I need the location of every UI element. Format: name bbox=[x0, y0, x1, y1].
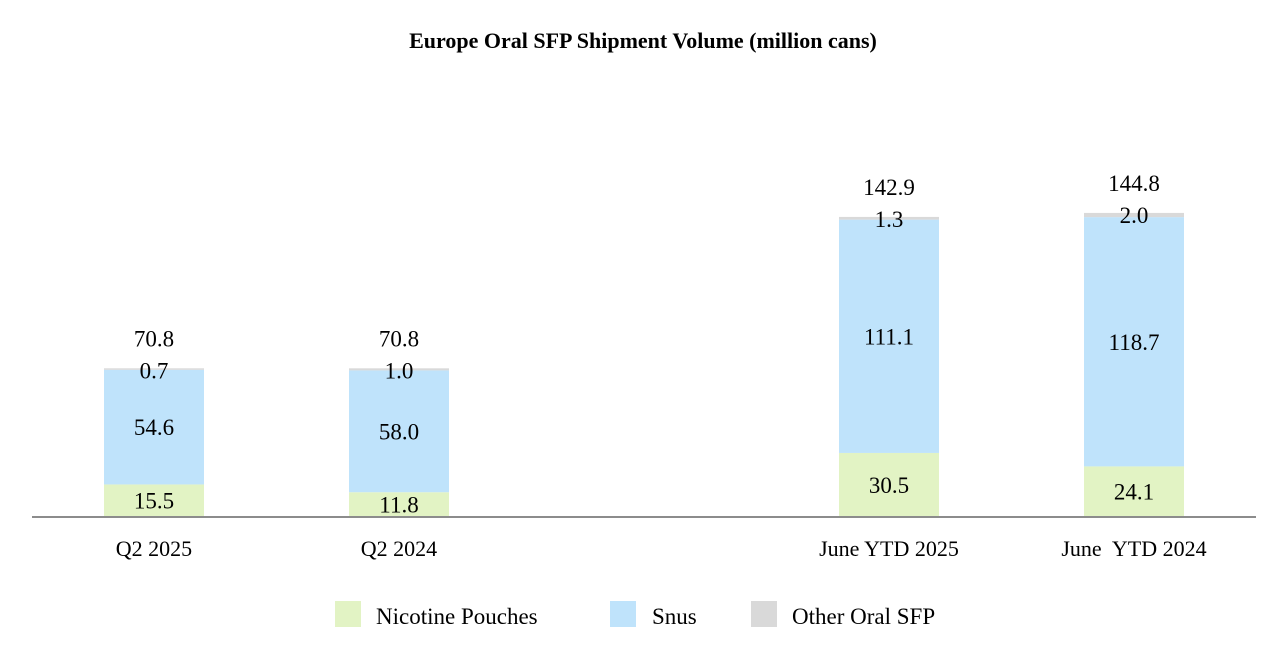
bar-segment-other-oral-sfp bbox=[839, 216, 939, 220]
x-tick-label: Q2 2025 bbox=[116, 536, 192, 561]
data-label: 0.7 bbox=[140, 358, 169, 383]
bar-segment-snus bbox=[104, 369, 204, 485]
data-label: 11.8 bbox=[379, 493, 418, 518]
x-tick-label: Q2 2024 bbox=[361, 536, 437, 561]
legend-swatch-nicotine-pouches bbox=[335, 601, 361, 627]
data-label: 15.5 bbox=[134, 489, 174, 514]
data-label: 30.5 bbox=[869, 473, 909, 498]
data-label: 2.0 bbox=[1120, 203, 1149, 228]
data-label: 118.7 bbox=[1109, 330, 1160, 355]
data-label: 54.6 bbox=[134, 415, 174, 440]
total-label: 70.8 bbox=[134, 326, 174, 351]
bar-segment-nicotine-pouches bbox=[1084, 466, 1184, 517]
data-label: 1.0 bbox=[385, 358, 414, 383]
total-label: 142.9 bbox=[863, 175, 915, 200]
data-label: 1.3 bbox=[875, 207, 904, 232]
bar-segment-snus bbox=[839, 219, 939, 453]
legend-swatch-other-oral-sfp bbox=[751, 601, 777, 627]
chart-title: Europe Oral SFP Shipment Volume (million… bbox=[409, 28, 877, 53]
legend: Nicotine Pouches Snus Other Oral SFP bbox=[335, 601, 935, 629]
bar-segment-other-oral-sfp bbox=[349, 368, 449, 371]
bars-layer: 15.5 54.6 0.7 70.8 11.8 58.0 1.0 70.8 30.5 111.1 1… bbox=[104, 171, 1184, 518]
bar-segment-nicotine-pouches bbox=[839, 452, 939, 517]
x-tick-label: June YTD 2024 bbox=[1061, 536, 1206, 561]
bar-segment-nicotine-pouches bbox=[349, 492, 449, 517]
x-tick-label: June YTD 2025 bbox=[819, 536, 959, 561]
x-axis-ticks: Q2 2025 Q2 2024 June YTD 2025 June YTD 2024 bbox=[116, 536, 1207, 561]
data-label: 111.1 bbox=[864, 324, 914, 349]
legend-swatch-snus bbox=[610, 601, 636, 627]
bar-segment-other-oral-sfp bbox=[104, 368, 204, 370]
data-label: 24.1 bbox=[1114, 480, 1154, 505]
legend-label: Snus bbox=[652, 604, 697, 629]
bar-segment-snus bbox=[1084, 217, 1184, 467]
bar-segment-snus bbox=[349, 370, 449, 493]
legend-label: Other Oral SFP bbox=[792, 604, 935, 629]
total-label: 70.8 bbox=[379, 326, 419, 351]
bar-segment-nicotine-pouches bbox=[104, 484, 204, 517]
total-label: 144.8 bbox=[1108, 171, 1160, 196]
bar-segment-other-oral-sfp bbox=[1084, 212, 1184, 218]
legend-label: Nicotine Pouches bbox=[376, 604, 538, 629]
data-label: 58.0 bbox=[379, 419, 419, 444]
